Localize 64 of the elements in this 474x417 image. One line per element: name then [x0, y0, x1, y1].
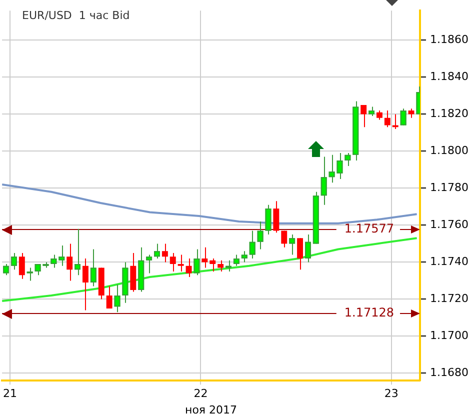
y-tick-label: 1.1740 — [430, 255, 468, 268]
candlestick — [226, 260, 232, 272]
y-tick-label: 1.1840 — [430, 70, 468, 84]
candlestick — [26, 267, 33, 282]
candlestick — [58, 245, 65, 266]
candlestick — [90, 248, 96, 287]
candlestick — [241, 250, 248, 263]
candlestick — [376, 110, 382, 120]
candlestick — [202, 246, 208, 268]
candlestick — [34, 264, 41, 276]
ref-line-label: 1.17128 — [344, 306, 394, 320]
candlestick — [320, 156, 327, 206]
candlestick — [328, 154, 335, 184]
candlestick — [233, 254, 240, 266]
candlestick — [384, 110, 390, 128]
candlestick — [297, 238, 303, 270]
candlestick — [400, 108, 406, 126]
x-tick-label: 22 — [194, 387, 208, 400]
chart-title: EUR/USD 1 час Bid — [22, 8, 130, 22]
candlestick — [3, 264, 10, 276]
candlestick — [106, 286, 112, 309]
candlestick — [50, 254, 57, 268]
candlestick — [368, 106, 375, 117]
candlestick — [154, 243, 160, 259]
candlestick — [312, 191, 319, 244]
y-tick-label: 1.1800 — [430, 144, 468, 158]
x-tick-label: 21 — [3, 387, 17, 400]
y-tick-label: 1.1680 — [430, 366, 468, 380]
y-tick-label: 1.1760 — [430, 218, 468, 232]
candlestick — [249, 230, 256, 259]
candlestick — [66, 243, 73, 282]
candlestick — [162, 243, 168, 263]
y-tick-label: 1.1820 — [430, 107, 468, 120]
candlestick — [170, 252, 176, 272]
candlestick — [304, 234, 311, 263]
candlestick — [273, 200, 280, 234]
candlestick — [257, 221, 264, 250]
candlestick — [289, 234, 296, 256]
candlestick — [194, 248, 200, 276]
y-tick-label: 1.1860 — [430, 33, 468, 46]
candlestick — [122, 262, 128, 304]
candlestick — [360, 104, 367, 128]
candlestick — [336, 152, 343, 180]
candlestick — [74, 228, 81, 276]
candlestick — [210, 258, 216, 272]
y-tick-label: 1.1700 — [430, 329, 468, 342]
candlestick — [265, 204, 272, 235]
y-tick-label: 1.1780 — [430, 181, 468, 194]
candlestick — [352, 100, 359, 161]
candlestick — [82, 258, 88, 311]
x-tick-label: 23 — [384, 387, 398, 400]
candlestick — [178, 254, 184, 272]
candlestick — [10, 252, 17, 270]
candlestick — [18, 252, 25, 280]
candlestick — [344, 152, 351, 166]
candlestick — [138, 246, 144, 292]
candlestick — [281, 230, 288, 248]
candlestick — [186, 258, 192, 278]
ref-line-label: 1.17577 — [344, 222, 394, 236]
x-axis-title: ноя 2017 — [185, 403, 238, 416]
candlestick — [218, 260, 224, 272]
candlestick — [146, 254, 152, 274]
y-tick-label: 1.1720 — [430, 292, 468, 306]
candlestick — [114, 284, 120, 313]
